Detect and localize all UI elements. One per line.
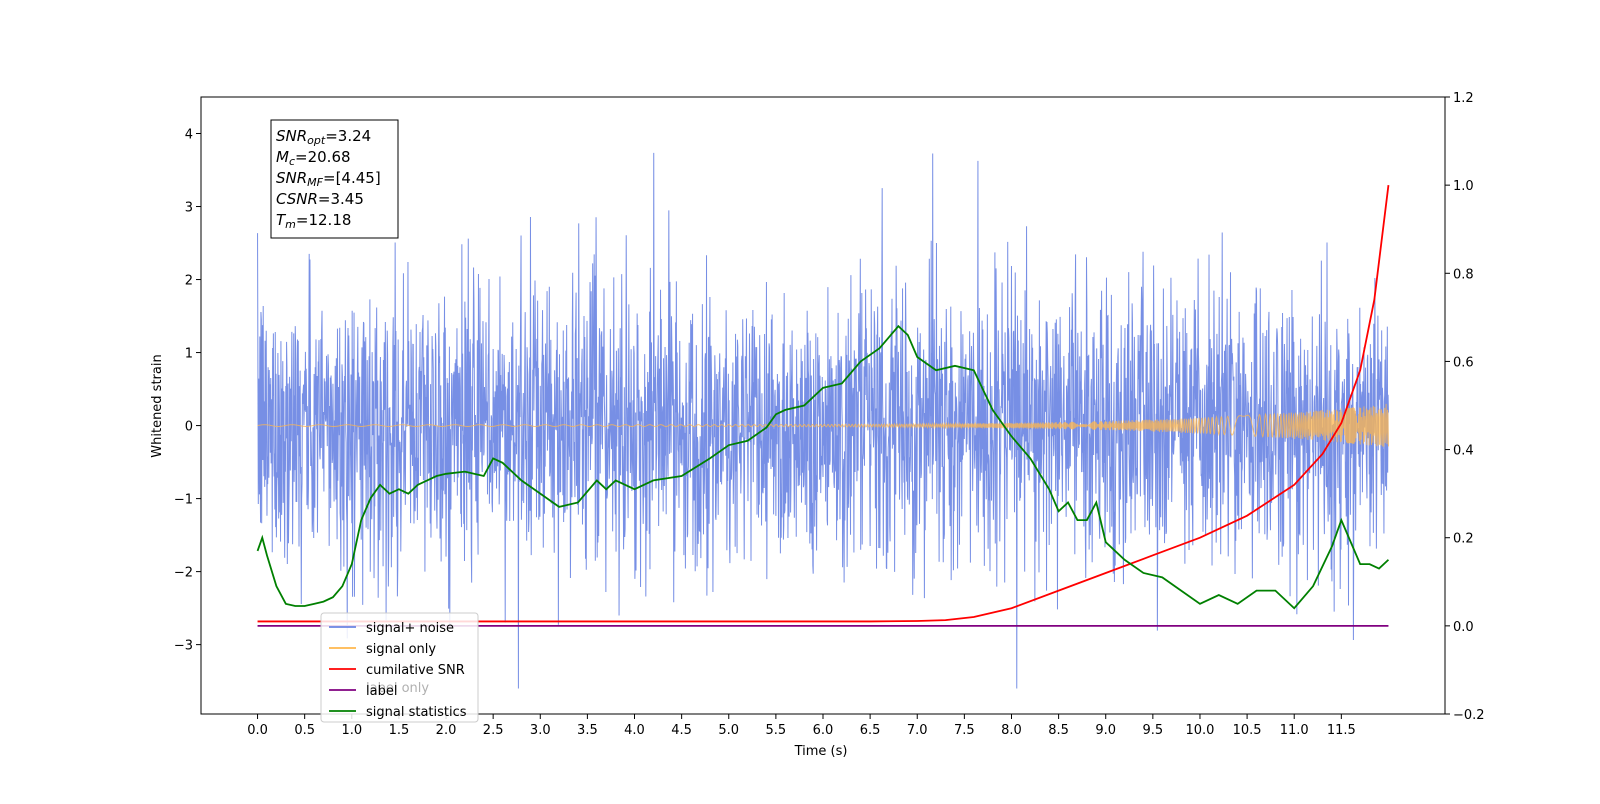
x-tick-label: 4.0 [624, 723, 645, 738]
x-tick-label: 9.0 [1095, 723, 1116, 738]
annotation-line: SNRopt=3.24 [276, 127, 371, 147]
x-tick-label: 8.0 [1001, 723, 1022, 738]
y-left-tick-label: 3 [185, 201, 193, 216]
annotation-line: Mc=20.68 [276, 148, 351, 168]
annotation-value: =[4.45] [323, 169, 381, 187]
x-tick-label: 6.0 [813, 723, 834, 738]
annotation-value: =3.45 [318, 190, 364, 208]
y-right-tick-label: 0.6 [1453, 355, 1474, 370]
annotation-subscript: m [285, 218, 296, 231]
y-left-tick-label: 0 [185, 420, 193, 435]
x-tick-label: 11.5 [1327, 723, 1356, 738]
annotation-symbol: T [276, 211, 287, 229]
y-axis-label: Whitened strain [150, 354, 165, 457]
x-tick-label: 2.0 [436, 723, 457, 738]
annotation-value: =20.68 [295, 148, 351, 166]
x-tick-label: 2.5 [483, 723, 504, 738]
annotation-line: SNRMF=[4.45] [276, 169, 381, 189]
x-tick-label: 11.0 [1280, 723, 1309, 738]
legend-entry-cumulative-snr-text: cumilative SNR [366, 663, 465, 678]
annotation-line: CSNR=3.45 [276, 190, 364, 208]
x-tick-label: 3.0 [530, 723, 551, 738]
y-left-tick-label: −2 [174, 566, 193, 581]
annotation-symbol: SNR [276, 127, 307, 145]
y-axis-right: −0.2 0.0 0.2 0.4 0.6 0.8 1.0 1.2 [1445, 91, 1485, 723]
y-right-tick-label: 0.2 [1453, 532, 1474, 547]
x-tick-label: 10.0 [1185, 723, 1214, 738]
y-left-tick-label: 4 [185, 128, 193, 143]
x-axis: 0.0 0.5 1.0 1.5 2.0 2.5 3.0 3.5 4.0 4.5 5.0 5.5 6.0 6… [247, 714, 1356, 738]
legend-entry-label-text: label [366, 684, 397, 699]
series-signal-only-line [257, 403, 1389, 447]
x-tick-label: 6.5 [860, 723, 881, 738]
y-left-tick-label: −3 [174, 639, 193, 654]
annotation-box: SNRopt=3.24Mc=20.68SNRMF=[4.45]CSNR=3.45… [270, 119, 399, 239]
y-right-tick-label: 1.0 [1453, 179, 1474, 194]
y-axis-left: −3 −2 −1 0 1 2 3 4 [174, 128, 201, 654]
legend-frame [320, 612, 479, 723]
y-right-tick-label: 1.2 [1453, 91, 1474, 106]
x-tick-label: 10.5 [1233, 723, 1262, 738]
annotation-value: =12.18 [296, 211, 352, 229]
y-left-tick-label: 2 [185, 274, 193, 289]
y-right-tick-label: −0.2 [1453, 708, 1485, 723]
x-tick-label: 9.5 [1143, 723, 1164, 738]
y-right-tick-label: 0.8 [1453, 267, 1474, 282]
annotation-value: =3.24 [325, 127, 371, 145]
annotation-symbol: CSNR [276, 190, 318, 208]
annotation-line: Tm=12.18 [276, 211, 351, 231]
legend-entry-signal-only-text: signal only [366, 642, 436, 657]
annotation-subscript: MF [307, 176, 323, 189]
x-tick-label: 5.0 [718, 723, 739, 738]
legend-entry-signal-noise-text: signal+ noise [366, 621, 454, 636]
x-tick-label: 3.5 [577, 723, 598, 738]
x-tick-label: 0.5 [294, 723, 315, 738]
legend-ghost-text: label only [366, 681, 429, 696]
x-tick-label: 8.5 [1048, 723, 1069, 738]
x-tick-label: 0.0 [247, 723, 268, 738]
series-signal-statistics-line [256, 324, 1390, 610]
series-cumulative-snr-line [257, 185, 1390, 623]
annotation-subscript: opt [307, 134, 326, 147]
annotation-symbol: SNR [276, 169, 307, 187]
legend-entry-signal-statistics-text: signal statistics [366, 705, 467, 720]
y-right-tick-label: 0.0 [1453, 620, 1474, 635]
legend: label only signal+ noise signal only cumila… [320, 612, 479, 723]
x-tick-label: 1.0 [341, 723, 362, 738]
x-tick-label: 5.5 [766, 723, 787, 738]
x-tick-label: 4.5 [671, 723, 692, 738]
series-signal-noise-line [257, 152, 1389, 689]
y-left-tick-label: −1 [174, 493, 193, 508]
series-layer [256, 152, 1390, 689]
annotation-box-frame [270, 119, 399, 239]
annotation-symbol: M [276, 148, 289, 166]
annotation-subscript: c [289, 155, 295, 168]
y-right-tick-label: 0.4 [1453, 444, 1474, 459]
x-tick-label: 7.0 [907, 723, 928, 738]
x-axis-label: Time (s) [794, 744, 848, 759]
x-tick-label: 7.5 [954, 723, 975, 738]
y-left-tick-label: 1 [185, 347, 193, 362]
x-tick-label: 1.5 [389, 723, 410, 738]
